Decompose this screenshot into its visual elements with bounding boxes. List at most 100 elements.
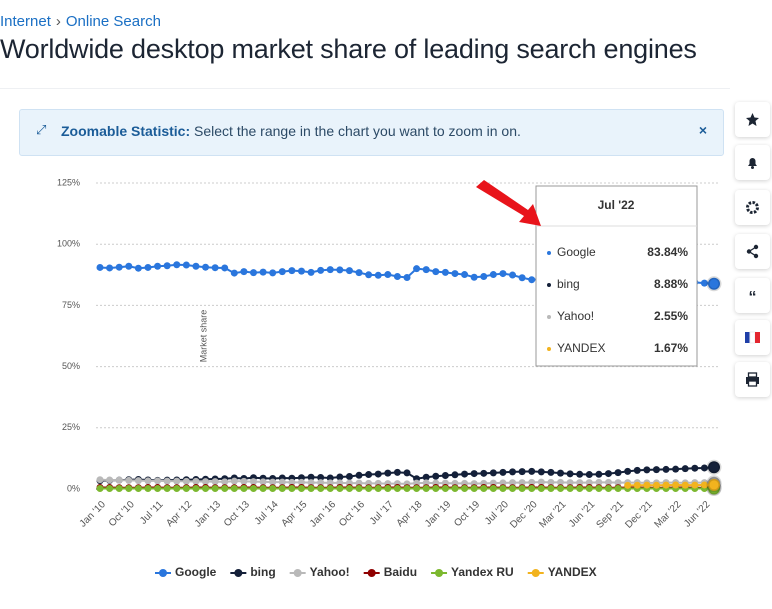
zoom-icon: ⤢ xyxy=(36,122,46,138)
data-point xyxy=(499,469,506,476)
breadcrumb: Internet › Online Search xyxy=(0,13,161,30)
legend-item[interactable]: Yandex RU xyxy=(431,565,514,579)
data-point xyxy=(346,267,353,274)
data-point xyxy=(461,471,468,478)
x-tick-label: Oct '16 xyxy=(337,499,367,529)
data-point xyxy=(221,264,228,271)
x-tick-label: Jan '13 xyxy=(193,499,224,530)
alert-button[interactable] xyxy=(735,145,770,180)
data-point xyxy=(298,268,305,275)
data-point xyxy=(154,477,161,484)
data-point xyxy=(106,485,113,492)
data-point xyxy=(624,482,631,489)
y-tick-label: 125% xyxy=(57,177,80,187)
tooltip-value: 1.67% xyxy=(654,341,688,355)
tooltip-value: 83.84% xyxy=(647,245,688,259)
legend-item[interactable]: YANDEX xyxy=(528,565,597,579)
x-tick-label: Jan '19 xyxy=(423,499,454,530)
y-tick-label: 0% xyxy=(67,483,80,493)
tooltip-value: 2.55% xyxy=(654,309,688,323)
data-point xyxy=(442,472,449,479)
tooltip-box xyxy=(536,186,697,366)
data-point xyxy=(708,461,720,473)
legend-item[interactable]: Yahoo! xyxy=(290,565,350,579)
data-point xyxy=(375,272,382,279)
data-point xyxy=(404,485,411,492)
data-point xyxy=(365,485,372,492)
data-point xyxy=(308,485,315,492)
icon: “ xyxy=(735,278,770,313)
data-point xyxy=(317,485,324,492)
settings-button[interactable] xyxy=(735,190,770,225)
data-point xyxy=(519,485,526,492)
data-point xyxy=(672,466,679,473)
legend-item[interactable]: bing xyxy=(230,565,275,579)
x-tick-label: Jan '16 xyxy=(308,499,339,530)
page-title: Worldwide desktop market share of leadin… xyxy=(0,34,697,65)
icon xyxy=(735,320,770,355)
data-point xyxy=(106,264,113,271)
data-point xyxy=(490,485,497,492)
data-point xyxy=(442,485,449,492)
x-tick-label: Oct '19 xyxy=(452,499,482,529)
data-point xyxy=(404,274,411,281)
data-point xyxy=(250,485,257,492)
x-tick-label: Jul '17 xyxy=(368,499,396,527)
data-point xyxy=(643,466,650,473)
breadcrumb-link[interactable]: Internet xyxy=(0,13,51,30)
y-tick-label: 75% xyxy=(62,300,80,310)
data-point xyxy=(336,485,343,492)
data-point xyxy=(346,485,353,492)
data-point xyxy=(279,268,286,275)
legend-label: Yahoo! xyxy=(310,565,350,579)
data-point xyxy=(212,478,219,485)
data-point xyxy=(375,471,382,478)
breadcrumb-separator: › xyxy=(56,13,61,30)
data-point xyxy=(212,485,219,492)
data-point xyxy=(173,478,180,485)
legend-label: Google xyxy=(175,565,217,579)
data-point xyxy=(231,485,238,492)
data-point xyxy=(432,485,439,492)
favorite-button[interactable] xyxy=(735,102,770,137)
icon xyxy=(735,362,770,397)
icon xyxy=(735,102,770,137)
data-point xyxy=(480,273,487,280)
x-tick-label: Apr '18 xyxy=(395,499,425,529)
data-point xyxy=(260,485,267,492)
print-button[interactable] xyxy=(735,362,770,397)
data-point xyxy=(586,485,593,492)
tooltip-dot xyxy=(547,283,551,287)
legend-marker xyxy=(532,569,540,577)
data-point xyxy=(240,485,247,492)
pointer-arrow xyxy=(476,180,541,226)
language-button[interactable] xyxy=(735,320,770,355)
breadcrumb-link[interactable]: Online Search xyxy=(66,13,161,30)
legend-item[interactable]: Baidu xyxy=(364,565,417,579)
data-point xyxy=(212,264,219,271)
data-point xyxy=(509,272,516,279)
legend-marker xyxy=(294,569,302,577)
data-point xyxy=(432,473,439,480)
data-point xyxy=(423,485,430,492)
close-button[interactable]: × xyxy=(699,122,707,138)
share-button[interactable] xyxy=(735,234,770,269)
data-point xyxy=(499,485,506,492)
cite-button[interactable]: “ xyxy=(735,278,770,313)
data-point xyxy=(260,269,267,276)
data-point xyxy=(653,482,660,489)
data-point xyxy=(144,485,151,492)
y-tick-label: 100% xyxy=(57,239,80,249)
x-tick-label: Dec '20 xyxy=(508,499,540,531)
legend-marker xyxy=(234,569,242,577)
legend-label: bing xyxy=(250,565,275,579)
x-tick-label: Mar '22 xyxy=(652,499,683,530)
data-point xyxy=(164,262,171,269)
data-point xyxy=(528,276,535,283)
legend-item[interactable]: Google xyxy=(155,565,217,579)
data-point xyxy=(499,270,506,277)
data-point xyxy=(375,485,382,492)
data-point xyxy=(634,482,641,489)
data-point xyxy=(471,485,478,492)
